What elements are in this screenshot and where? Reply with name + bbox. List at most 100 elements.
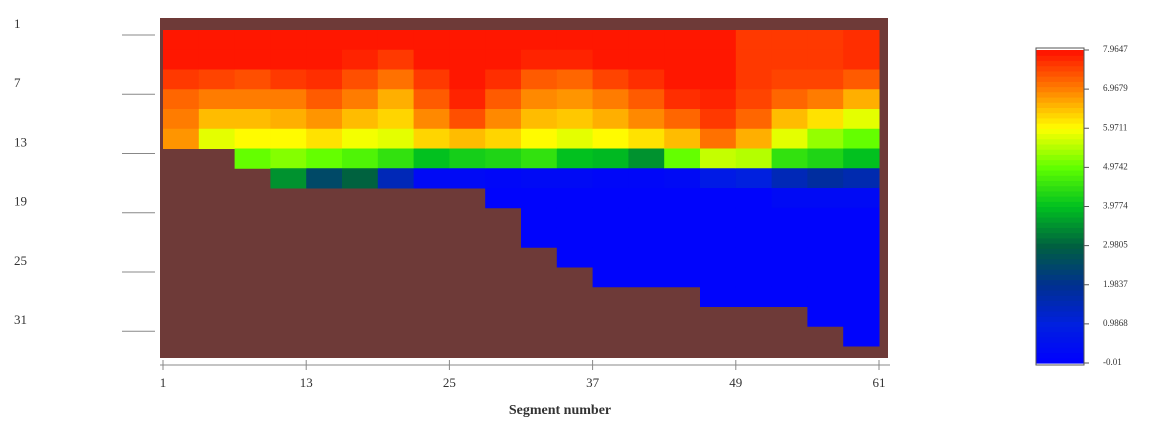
heat-cell [342,128,379,149]
heat-cell [306,30,343,51]
heat-cell [771,128,808,149]
heat-cell [270,69,307,90]
colorbar-swatch [1036,60,1084,67]
y-tick-label: 31 [14,312,27,327]
colorbar-swatch [1036,357,1084,364]
colorbar-swatch [1036,76,1084,82]
heat-cell [771,30,808,51]
heat-cell [843,207,880,228]
heat-cell [377,30,415,51]
colorbar-swatch [1036,112,1084,119]
heat-cell [628,188,665,209]
heat-cell [449,128,486,149]
heat-cell [807,188,844,209]
y-tick-label: 13 [14,134,27,149]
colorbar-swatch [1036,81,1084,88]
colorbar-swatch [1036,237,1084,244]
heat-cell [270,168,307,189]
heat-cell [521,148,558,169]
heat-cell [807,286,844,307]
heat-cell [664,69,701,90]
heat-cell [735,109,773,130]
heat-cell [556,69,594,90]
heat-cell [556,227,594,248]
heat-cell [521,188,558,209]
heat-cell [700,168,737,189]
heat-cell [270,148,307,169]
colorbar-swatch [1036,326,1084,333]
colorbar-swatch [1036,70,1084,77]
heat-cell [735,30,773,51]
heat-cell [843,227,880,248]
heat-cell [700,109,737,130]
colorbar-tick-label: -0.01 [1103,357,1122,367]
colorbar-swatch [1036,331,1084,338]
colorbar-tick-label: 7.9647 [1103,44,1128,54]
heat-cell [163,89,200,110]
heat-cell [664,148,701,169]
colorbar-swatch [1036,263,1084,270]
colorbar-swatch [1036,117,1084,124]
colorbar-swatch [1036,55,1084,62]
heat-cell [377,168,415,189]
heat-cell [485,148,522,169]
heat-cell [556,247,594,268]
heat-cell [771,247,808,268]
heat-cell [270,109,307,130]
heat-cell [700,207,737,228]
heat-cell [413,49,450,70]
heat-cell [807,168,844,189]
heat-cell [306,49,343,70]
heat-cell [700,247,737,268]
colorbar-swatch [1036,321,1084,328]
heat-cell [521,128,558,149]
heat-cell [485,49,522,70]
heat-cell [700,286,737,307]
heat-cell [700,49,737,70]
heat-cell [556,128,594,149]
heat-cell [771,49,808,70]
heat-cell [664,247,701,268]
heat-cell [592,267,629,288]
colorbar-swatch [1036,169,1084,176]
heat-cell [628,49,665,70]
heat-cell [377,69,415,90]
heat-cell [700,188,737,209]
colorbar-swatch [1036,300,1084,307]
heat-cell [843,30,880,51]
heat-cell [807,306,844,327]
x-axis-title: Segment number [509,403,611,418]
heat-cell [664,128,701,149]
heat-cell [377,49,415,70]
y-tick-label: 19 [14,194,27,209]
heat-cell [592,69,629,90]
heat-cell [735,168,773,189]
heat-cell [521,49,558,70]
heat-cell [342,148,379,169]
colorbar-swatch [1036,305,1084,312]
colorbar-swatch [1036,248,1084,255]
heat-cell [843,89,880,110]
heat-cell [843,267,880,288]
colorbar-swatch [1036,138,1084,145]
heat-cell [700,267,737,288]
colorbar-tick-label: 1.9837 [1103,279,1128,289]
colorbar-swatch [1036,102,1084,108]
colorbar-swatch [1036,222,1084,228]
heat-cell [592,30,629,51]
heat-cell [843,306,880,327]
heat-cell [735,267,773,288]
heat-cell [342,168,379,189]
heat-cell [664,168,701,189]
heat-cell [413,168,450,189]
heat-cell [198,30,236,51]
heat-cell [556,89,594,110]
colorbar-swatch [1036,342,1084,348]
heat-cell [592,227,629,248]
heat-cell [449,49,486,70]
heat-cell [521,69,558,90]
colorbar-swatch [1036,190,1084,197]
colorbar-swatch [1036,50,1084,56]
colorbar-tick-label: 2.9805 [1103,240,1128,250]
